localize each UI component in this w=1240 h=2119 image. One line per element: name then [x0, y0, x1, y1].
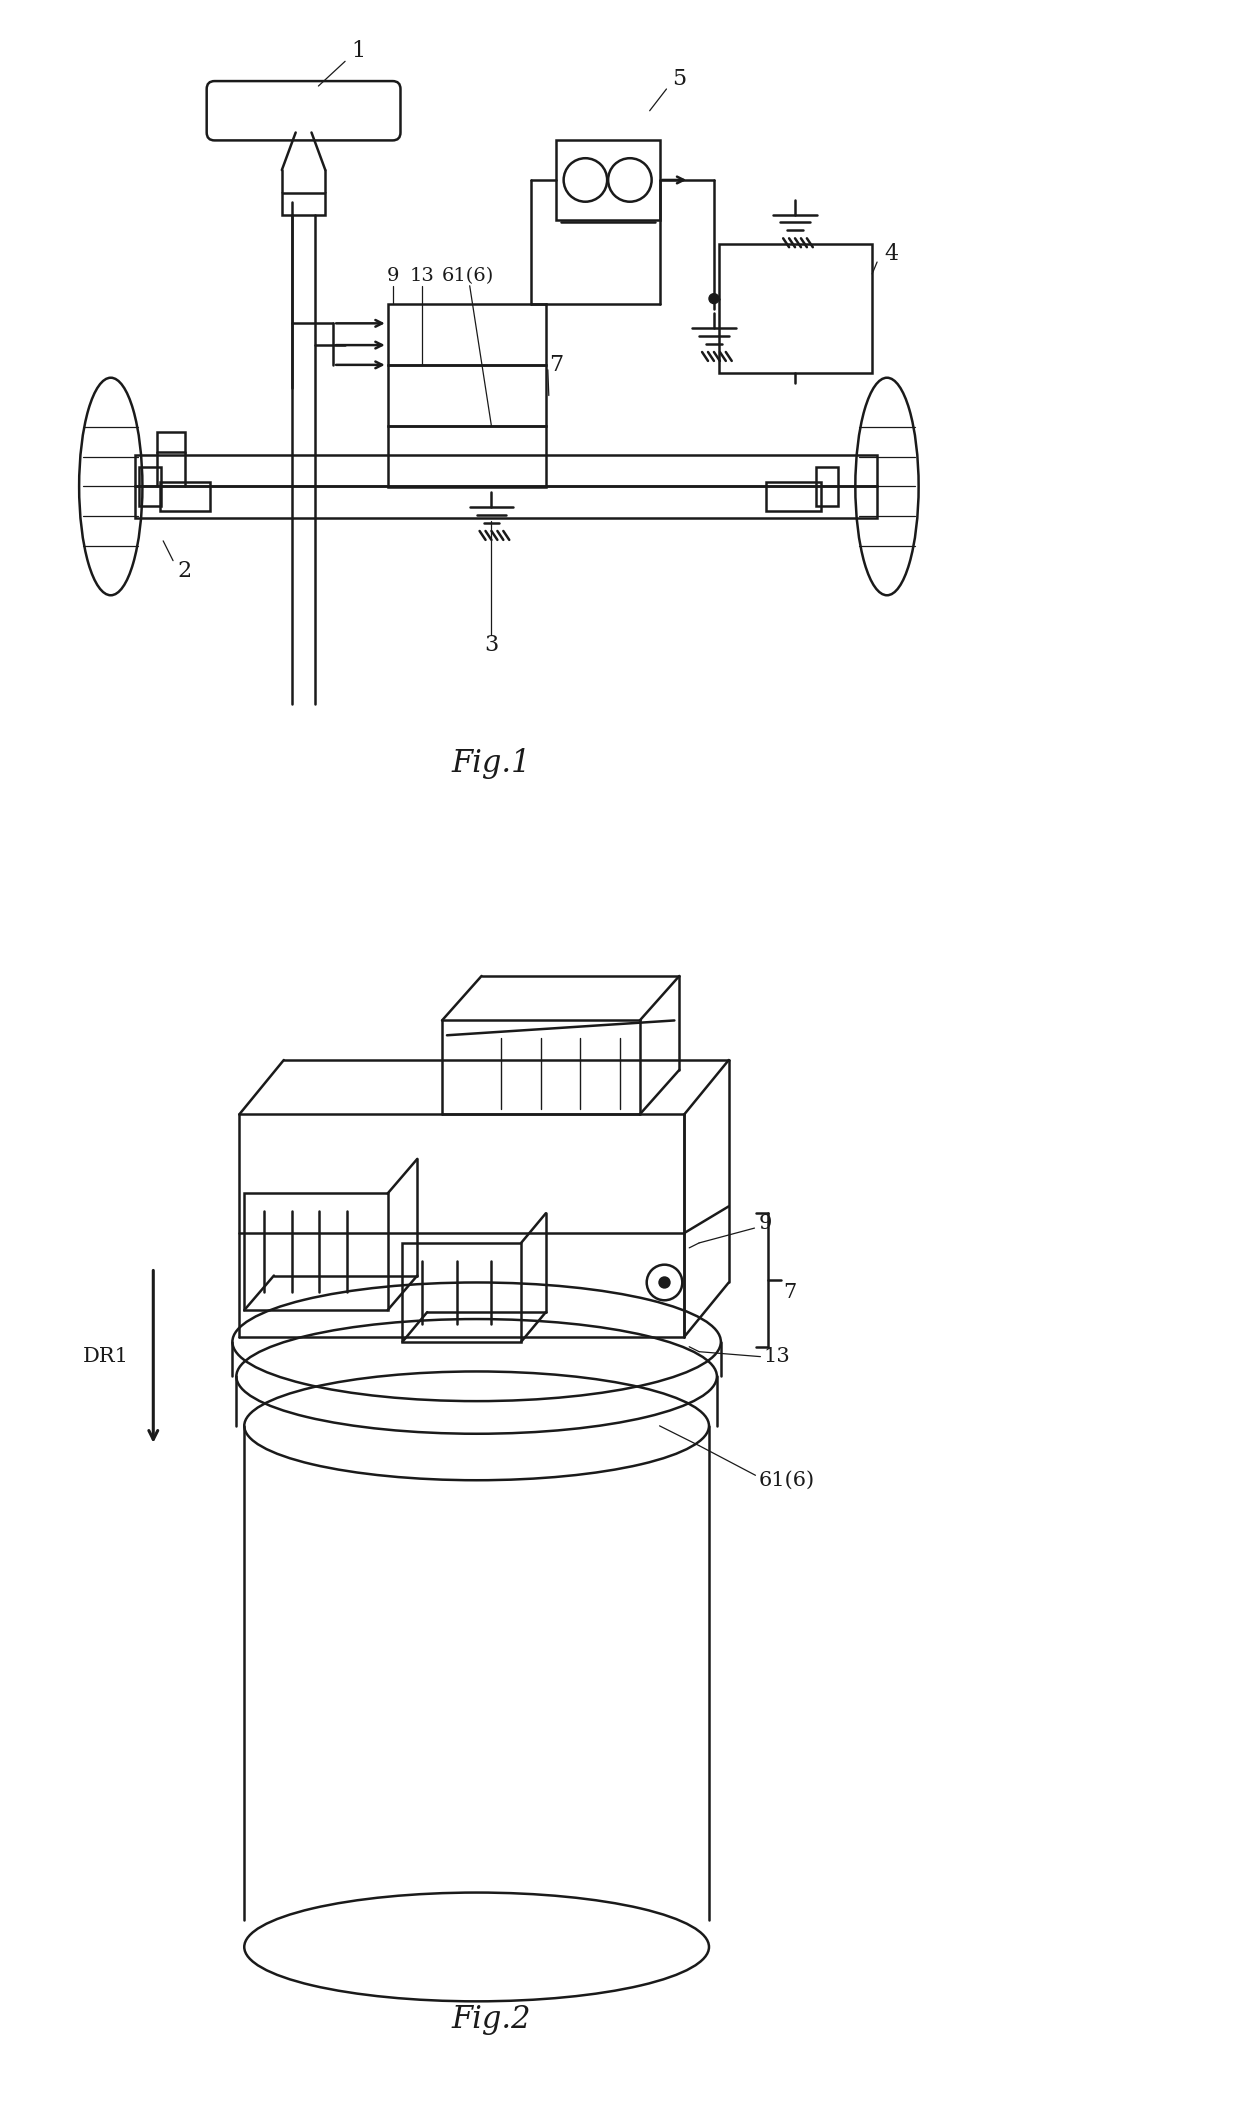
Bar: [403, 1244, 521, 1341]
Text: 13: 13: [764, 1348, 790, 1367]
Text: 4: 4: [885, 244, 899, 265]
Bar: [135, 487, 877, 519]
Bar: [766, 481, 821, 511]
Text: Fig.2: Fig.2: [451, 2005, 531, 2034]
Text: 9: 9: [759, 1214, 771, 1233]
Bar: [135, 456, 877, 487]
Bar: [160, 481, 210, 511]
Bar: [719, 244, 872, 373]
Bar: [556, 140, 660, 220]
Text: 61(6): 61(6): [759, 1471, 815, 1490]
Bar: [139, 466, 161, 506]
Text: 9: 9: [387, 267, 399, 284]
Text: Fig.1: Fig.1: [451, 748, 531, 780]
Bar: [816, 466, 837, 506]
Text: 3: 3: [485, 634, 498, 655]
Bar: [388, 364, 546, 426]
Text: 7: 7: [784, 1282, 796, 1301]
Text: 5: 5: [672, 68, 687, 91]
Bar: [388, 426, 546, 487]
Bar: [388, 303, 546, 364]
Text: 61(6): 61(6): [441, 267, 494, 284]
Text: 7: 7: [548, 354, 563, 375]
Text: 13: 13: [409, 267, 435, 284]
Bar: [281, 193, 325, 214]
Bar: [157, 432, 185, 451]
Text: 1: 1: [351, 40, 365, 61]
Ellipse shape: [244, 1371, 709, 1481]
Bar: [244, 1193, 388, 1310]
Text: DR1: DR1: [83, 1348, 129, 1367]
Text: 2: 2: [177, 559, 192, 581]
Ellipse shape: [660, 1278, 670, 1288]
Circle shape: [709, 295, 719, 303]
